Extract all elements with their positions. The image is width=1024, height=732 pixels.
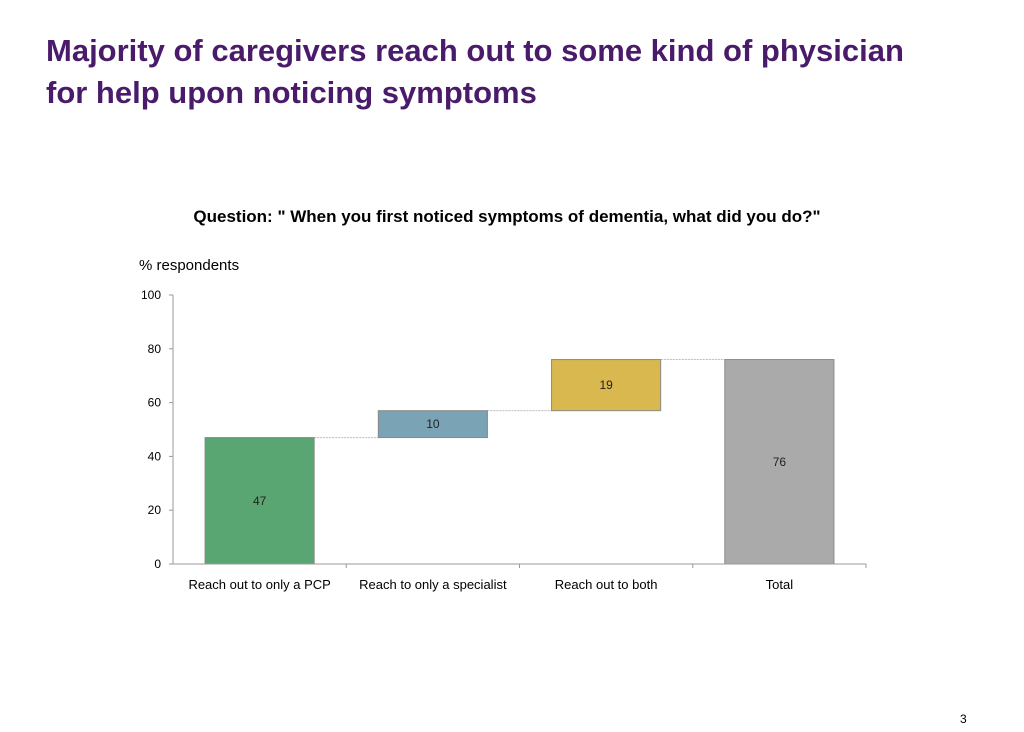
data-labels: 47 10 19 76 <box>253 378 786 508</box>
x-tick-label: Total <box>766 577 794 592</box>
x-tick-label: Reach out to both <box>555 577 658 592</box>
axes <box>172 295 867 568</box>
bar-1 <box>204 437 315 565</box>
x-tick-label: Reach to only a specialist <box>359 577 507 592</box>
data-label: 19 <box>599 378 613 392</box>
y-tick-label: 0 <box>154 557 161 571</box>
data-label: 10 <box>426 417 440 431</box>
connector-lines <box>314 359 725 439</box>
chart-question: Question: " When you first noticed sympt… <box>193 207 821 226</box>
slide-title-line-2: for help upon noticing symptoms <box>46 75 537 110</box>
bar-3 <box>551 359 662 412</box>
bar-2 <box>377 410 488 439</box>
data-label: 76 <box>773 455 787 469</box>
bar-4 <box>724 359 835 565</box>
y-tick-label: 60 <box>148 396 162 410</box>
x-tick-labels: Reach out to only a PCP Reach to only a s… <box>188 577 793 592</box>
y-tick-label: 80 <box>148 342 162 356</box>
slide-title-line-1: Majority of caregivers reach out to some… <box>46 33 904 68</box>
page-number: 3 <box>960 712 967 726</box>
y-tick-label: 40 <box>148 449 162 463</box>
y-axis-label: % respondents <box>139 257 240 274</box>
y-tick-label: 100 <box>141 288 161 302</box>
y-ticks: 0 20 40 60 80 100 <box>141 288 173 571</box>
x-tick-label: Reach out to only a PCP <box>188 577 330 592</box>
bars <box>204 359 835 565</box>
slide-title: Majority of caregivers reach out to some… <box>46 30 996 114</box>
data-label: 47 <box>253 494 267 508</box>
y-tick-label: 20 <box>148 503 162 517</box>
